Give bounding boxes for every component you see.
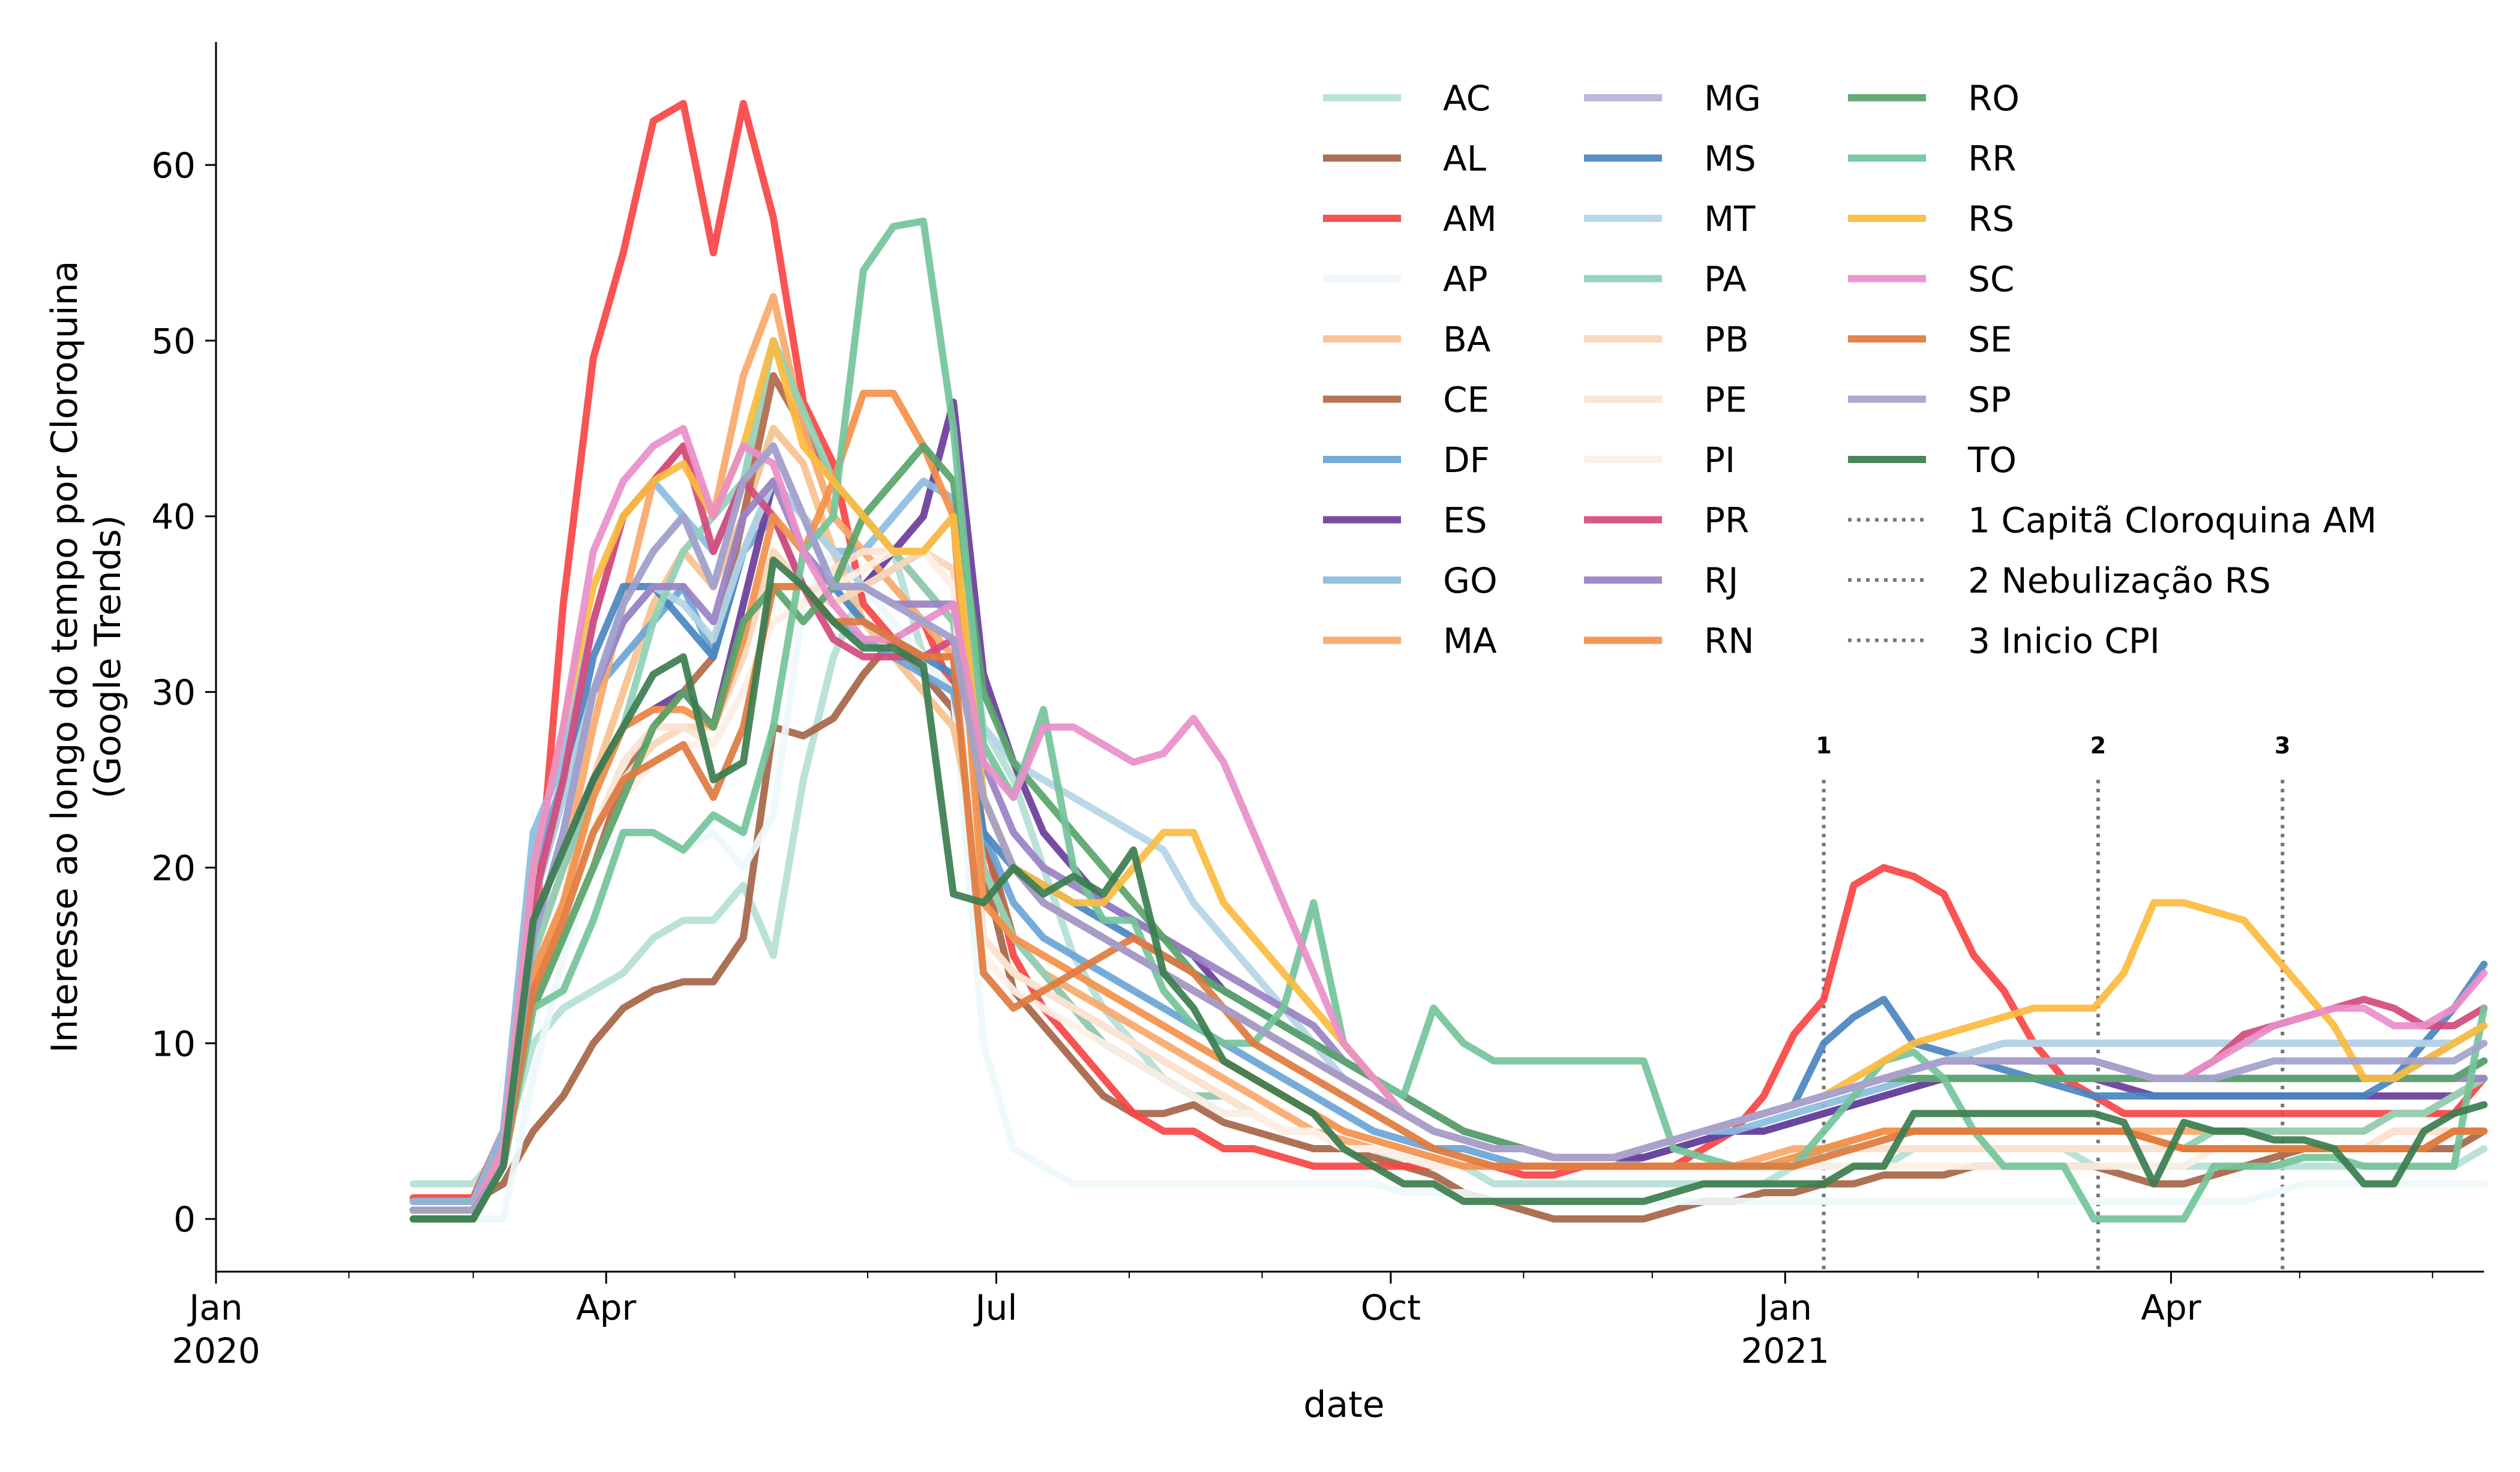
x-tick-sublabel: 2020 — [172, 1330, 260, 1371]
legend-label: RS — [1968, 199, 2014, 239]
legend-item: SP — [1848, 380, 2011, 420]
legend-item: MT — [1584, 199, 1756, 239]
x-tick-label: Apr — [576, 1287, 636, 1328]
legend-label: RO — [1968, 78, 2020, 119]
x-axis-label: date — [1303, 1384, 1384, 1426]
legend-label: AC — [1443, 78, 1490, 119]
series-line-sp — [409, 442, 2488, 1214]
legend-item: MG — [1584, 78, 1761, 119]
legend-label: BA — [1443, 319, 1491, 360]
legend-label: ES — [1443, 500, 1487, 541]
series-line-ro — [409, 442, 2488, 1214]
series-line-al — [409, 635, 2488, 1223]
legend-label: CE — [1443, 380, 1489, 420]
y-tick-label: 30 — [151, 672, 196, 713]
legend-label: 2 Nebulização RS — [1968, 560, 2271, 601]
y-axis-label-line-1: Interesse ao longo do tempo por Cloroqui… — [44, 261, 86, 1053]
legend-item: AP — [1323, 259, 1488, 300]
y-axis-label: Interesse ao longo do tempo por Cloroqui… — [44, 261, 129, 1053]
event-number-label: 1 — [1816, 732, 1831, 759]
legend-item: AM — [1323, 199, 1497, 239]
legend-label: TO — [1967, 440, 2017, 480]
x-tick-sublabel: 2021 — [1741, 1330, 1829, 1371]
legend-label: AL — [1443, 139, 1486, 179]
legend-item: SC — [1848, 259, 2014, 300]
legend-item: DF — [1323, 440, 1490, 480]
legend-item: RO — [1848, 78, 2020, 119]
y-tick-label: 60 — [151, 145, 196, 186]
legend-item: PR — [1584, 500, 1749, 541]
legend-label: MG — [1704, 78, 1761, 119]
legend-item: GO — [1323, 560, 1498, 601]
event-number-label: 2 — [2090, 732, 2106, 759]
legend-item: RN — [1584, 621, 1754, 662]
legend-label: MS — [1704, 139, 1756, 179]
legend-item: CE — [1323, 380, 1489, 420]
legend-label: RR — [1968, 139, 2017, 179]
x-tick-label: Apr — [2141, 1287, 2201, 1328]
y-tick-label: 20 — [151, 848, 196, 888]
legend-item: 2 Nebulização RS — [1848, 560, 2271, 601]
legend-item: MA — [1323, 621, 1497, 662]
legend-label: AP — [1443, 259, 1488, 300]
legend-label: SE — [1968, 319, 2012, 360]
legend-item: PE — [1584, 380, 1747, 420]
x-tick-label: Oct — [1361, 1287, 1421, 1328]
legend-item: BA — [1323, 319, 1491, 360]
legend-label: RN — [1704, 621, 1754, 662]
legend-item: PB — [1584, 319, 1749, 360]
legend-label: 1 Capitã Cloroquina AM — [1968, 500, 2377, 541]
y-axis-label-line-2: (Google Trends) — [87, 515, 129, 799]
legend-item: RR — [1848, 139, 2017, 179]
legend-item: SE — [1848, 319, 2012, 360]
x-tick-label: Jan — [187, 1287, 242, 1328]
series-line-to — [409, 556, 2488, 1223]
legend-item: AC — [1323, 78, 1490, 119]
legend-item: ES — [1323, 500, 1487, 541]
legend-label: PR — [1704, 500, 1749, 541]
legend-item: PA — [1584, 259, 1747, 300]
y-tick-label: 10 — [151, 1023, 196, 1064]
legend-label: AM — [1443, 199, 1497, 239]
legend-label: RJ — [1704, 560, 1738, 601]
y-tick-label: 40 — [151, 497, 196, 537]
series-lines — [409, 100, 2488, 1223]
legend-item: 1 Capitã Cloroquina AM — [1848, 500, 2377, 541]
x-tick-label: Jul — [973, 1287, 1017, 1328]
y-tick-label: 50 — [151, 321, 196, 362]
legend-label: MA — [1443, 621, 1497, 662]
legend-label: SP — [1968, 380, 2011, 420]
legend-label: GO — [1443, 560, 1498, 601]
legend-item: MS — [1584, 139, 1756, 179]
legend-label: PE — [1704, 380, 1747, 420]
legend-label: MT — [1704, 199, 1756, 239]
legend-item: PI — [1584, 440, 1735, 480]
legend: AC AL AM AP BA CE DF ES GO MA MG MS MT PA PB PE PI PR RJ RN… — [1323, 78, 2377, 662]
legend-item: RS — [1848, 199, 2014, 239]
legend-label: SC — [1968, 259, 2014, 300]
x-tick-label: Jan — [1757, 1287, 1812, 1328]
legend-label: DF — [1443, 440, 1490, 480]
series-line-rr — [409, 217, 2488, 1223]
series-line-ma — [409, 293, 2488, 1214]
legend-item: 3 Inicio CPI — [1848, 621, 2160, 662]
legend-item: TO — [1848, 440, 2017, 480]
legend-item: AL — [1323, 139, 1486, 179]
legend-label: PB — [1704, 319, 1749, 360]
legend-item: RJ — [1584, 560, 1738, 601]
legend-label: PA — [1704, 259, 1747, 300]
legend-label: PI — [1704, 440, 1735, 480]
event-number-label: 3 — [2275, 732, 2290, 759]
y-tick-label: 0 — [173, 1199, 196, 1240]
legend-label: 3 Inicio CPI — [1968, 621, 2160, 662]
